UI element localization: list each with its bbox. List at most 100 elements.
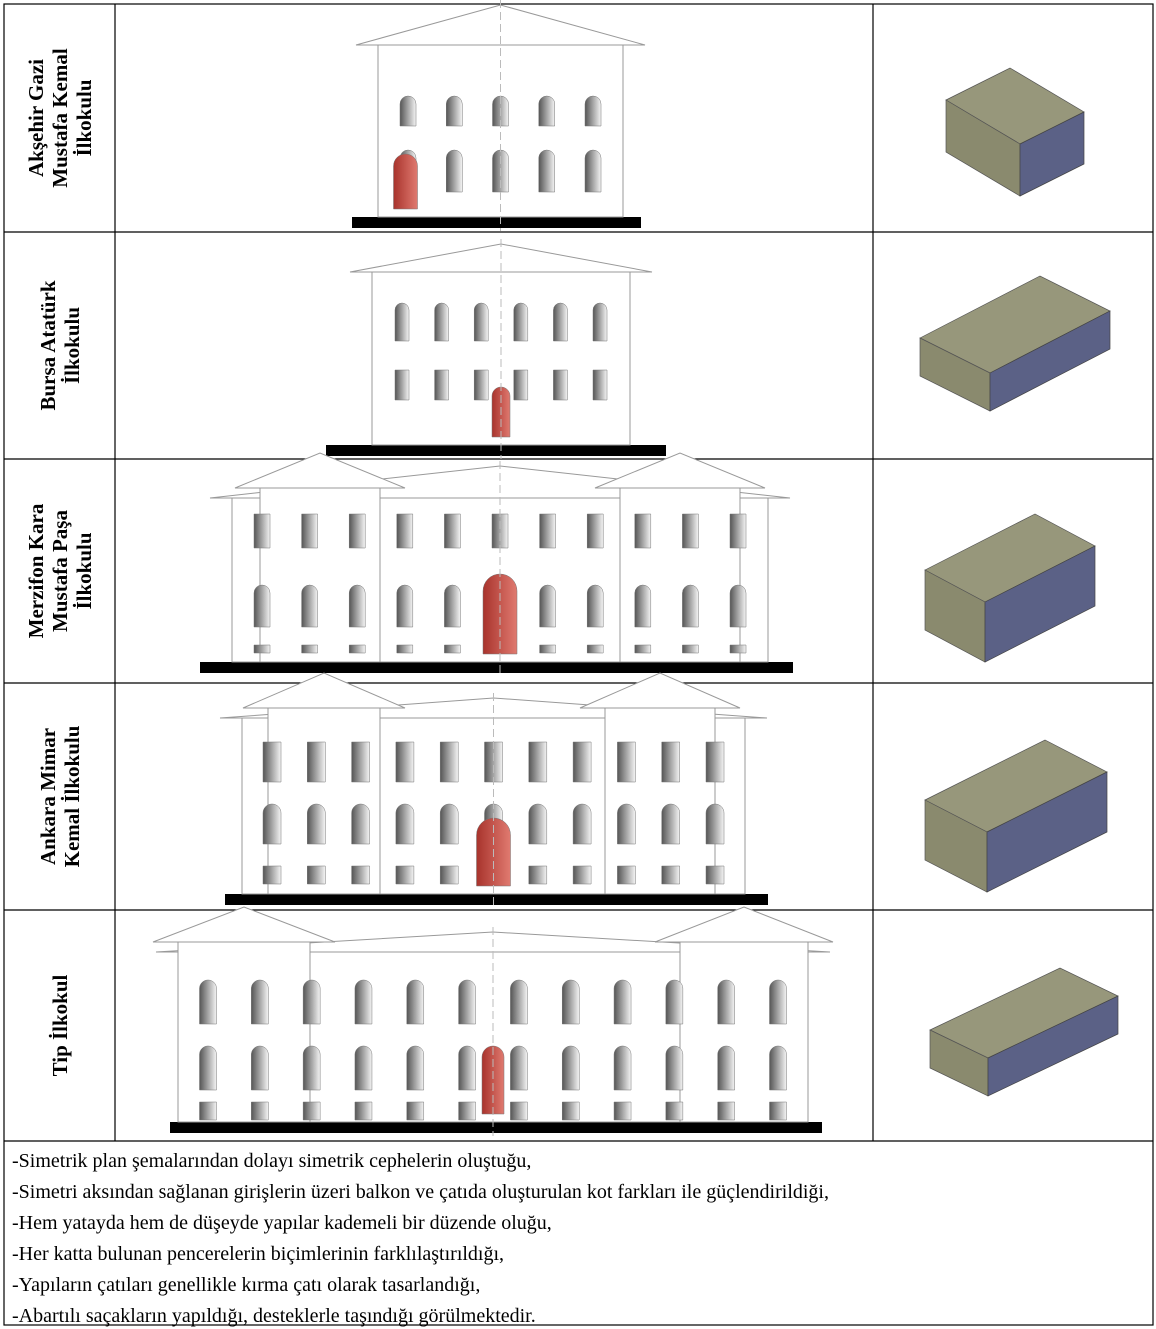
window <box>262 803 282 845</box>
row-label: Mustafa Paşa <box>48 510 72 632</box>
window <box>302 1101 321 1121</box>
window <box>253 513 271 549</box>
facade <box>352 0 646 231</box>
window <box>769 1101 787 1121</box>
window <box>394 369 410 401</box>
window <box>253 584 271 628</box>
window <box>434 369 449 401</box>
note-line: -Simetri aksından sağlanan girişlerin üz… <box>12 1181 829 1203</box>
window <box>613 1045 632 1091</box>
window <box>406 979 425 1025</box>
window <box>584 95 602 127</box>
window <box>302 979 321 1025</box>
wing-roof <box>234 452 406 489</box>
window <box>307 741 326 783</box>
wing <box>604 707 716 895</box>
row-label: Kemal İlkokulu <box>60 725 84 867</box>
facade <box>326 239 666 459</box>
window <box>510 979 528 1025</box>
note-line: -Simetrik plan şemalarından dolayı simet… <box>12 1150 532 1172</box>
massing <box>919 275 1111 412</box>
wing-roof <box>594 452 766 489</box>
ground <box>326 445 666 456</box>
wing-roof <box>579 672 741 709</box>
row-label: İlkokulu <box>72 79 96 156</box>
window <box>394 302 410 342</box>
window <box>199 1045 217 1091</box>
wing <box>679 941 809 1123</box>
window <box>705 865 725 885</box>
window <box>481 1045 505 1115</box>
window <box>393 153 418 210</box>
window <box>572 865 592 885</box>
window <box>307 865 326 885</box>
window <box>444 644 461 654</box>
window <box>705 803 725 845</box>
side-face <box>989 310 1111 412</box>
window <box>729 644 747 654</box>
window <box>348 584 366 628</box>
window <box>354 1045 373 1091</box>
window <box>444 584 461 628</box>
ground <box>170 1122 822 1133</box>
wing <box>177 941 311 1123</box>
window <box>586 513 604 549</box>
window <box>491 513 509 549</box>
window <box>729 513 747 549</box>
window <box>617 865 636 885</box>
window <box>351 865 370 885</box>
window <box>444 513 461 549</box>
window <box>439 803 459 845</box>
window <box>717 979 735 1025</box>
window <box>561 1101 580 1121</box>
window <box>586 644 604 654</box>
wing-roof <box>654 906 834 943</box>
window <box>661 865 680 885</box>
massing <box>924 513 1096 663</box>
side-face <box>1019 111 1085 197</box>
row-label: Merzifon Kara <box>24 503 48 638</box>
window <box>584 149 602 193</box>
window <box>458 979 476 1025</box>
window <box>617 803 636 845</box>
row-label: Akşehir Gazi <box>24 59 48 177</box>
ground <box>200 662 793 673</box>
window <box>510 1101 528 1121</box>
window <box>354 979 373 1025</box>
window <box>528 865 548 885</box>
window <box>538 95 555 127</box>
row-label: Tip İlkokul <box>48 974 72 1076</box>
window <box>613 1101 632 1121</box>
row-label: İlkokulu <box>72 532 96 609</box>
ground <box>352 217 641 228</box>
window <box>458 1045 476 1091</box>
facade <box>152 906 834 1136</box>
window <box>302 1045 321 1091</box>
wing-roof <box>242 672 406 709</box>
window <box>572 803 592 845</box>
window <box>482 573 518 655</box>
massing <box>945 67 1085 197</box>
window <box>301 644 318 654</box>
row-label: İlkokulu <box>60 307 84 384</box>
window <box>396 584 414 628</box>
window <box>251 1101 269 1121</box>
window <box>553 302 568 342</box>
ground <box>225 894 768 905</box>
window <box>434 302 449 342</box>
window <box>592 369 608 401</box>
wing-roof <box>152 906 336 943</box>
window <box>682 513 699 549</box>
note-line: -Hem yatayda hem de düşeyde yapılar kade… <box>12 1212 552 1234</box>
window <box>301 513 318 549</box>
window <box>682 584 699 628</box>
note-line: -Yapıların çatıları genellikle kırma çat… <box>12 1274 481 1296</box>
window <box>705 741 725 783</box>
window <box>553 369 568 401</box>
window <box>539 584 556 628</box>
window <box>395 741 415 783</box>
window <box>528 803 548 845</box>
window <box>396 513 414 549</box>
row-label: Ankara Mimar <box>36 728 60 865</box>
massing <box>929 967 1119 1097</box>
